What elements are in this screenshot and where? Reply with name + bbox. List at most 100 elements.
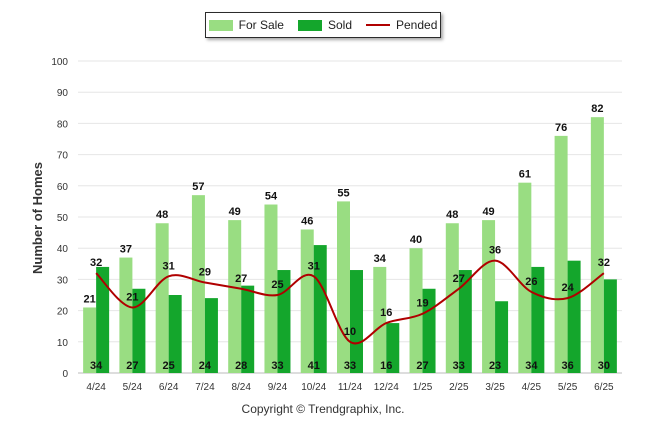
y-tick-label: 40	[57, 244, 69, 255]
x-tick-label: 5/24	[123, 382, 143, 393]
y-tick-label: 90	[57, 88, 69, 99]
data-label-sold: 25	[163, 360, 175, 372]
data-label-for-sale: 21	[84, 293, 96, 305]
bar-for-sale	[83, 307, 97, 373]
bar-for-sale	[119, 257, 133, 373]
data-label-for-sale: 55	[337, 187, 349, 199]
bar-sold	[313, 245, 327, 373]
copyright-text: Copyright © Trendgraphix, Inc.	[241, 402, 405, 416]
x-tick-label: 2/25	[449, 382, 469, 393]
data-label-for-sale: 57	[192, 181, 204, 193]
y-tick-label: 30	[57, 275, 69, 286]
bar-sold	[350, 270, 363, 373]
data-label-pended: 29	[199, 267, 211, 279]
bar-sold	[458, 270, 472, 373]
y-tick-label: 60	[57, 182, 69, 193]
x-tick-label: 1/25	[413, 382, 433, 393]
bar-for-sale	[373, 266, 387, 373]
bar-sold	[495, 301, 509, 373]
bar-sold	[386, 323, 400, 373]
x-axis-ticks: 4/24 5/24 6/24 7/24 8/24 9/24 10/24 11/24 12/24 1…	[86, 382, 614, 393]
pended-series-line	[95, 259, 605, 345]
x-tick-label: 3/25	[485, 382, 505, 393]
y-axis-ticks: 0 10 20 30 40 50 60 70 80 90 100	[51, 57, 68, 380]
bar-for-sale	[155, 223, 169, 373]
data-label-sold: 28	[235, 360, 247, 372]
bar-sold	[241, 285, 255, 373]
y-tick-label: 50	[57, 213, 69, 224]
data-label-sold: 27	[416, 360, 428, 372]
for-sale-swatch-icon	[208, 19, 233, 31]
data-label-sold: 33	[271, 360, 283, 372]
data-label-pended: 10	[344, 326, 356, 338]
data-label-for-sale: 54	[265, 191, 278, 203]
bar-sold	[204, 298, 218, 373]
bar-sold	[96, 266, 110, 373]
x-tick-label: 6/25	[594, 382, 614, 393]
data-label-pended: 31	[163, 260, 175, 272]
y-tick-label: 20	[57, 307, 69, 318]
data-label-pended: 26	[525, 276, 537, 288]
data-label-sold: 41	[308, 360, 320, 372]
x-tick-label: 10/24	[301, 382, 326, 393]
pended-line	[95, 259, 605, 345]
x-tick-label: 8/24	[231, 382, 251, 393]
y-tick-label: 80	[57, 119, 69, 130]
bar-for-sale	[554, 135, 568, 373]
legend: For Sale Sold Pended	[205, 12, 441, 38]
data-label-pended: 27	[235, 273, 247, 285]
x-tick-label: 4/25	[522, 382, 542, 393]
data-label-pended: 36	[489, 245, 501, 257]
bar-for-sale	[590, 117, 604, 373]
bar-sold	[168, 295, 182, 373]
data-label-for-sale: 82	[591, 103, 603, 115]
data-label-pended: 27	[453, 273, 465, 285]
legend-label-sold: Sold	[327, 18, 352, 32]
data-label-pended: 25	[271, 279, 283, 291]
data-label-for-sale: 46	[301, 215, 313, 227]
y-tick-label: 0	[62, 369, 68, 380]
data-label-pended: 32	[90, 257, 102, 269]
pended-line-swatch-icon	[366, 24, 390, 26]
y-tick-label: 70	[57, 151, 69, 162]
bar-for-sale	[337, 201, 350, 373]
legend-label-pended: Pended	[396, 18, 438, 32]
x-tick-label: 5/25	[558, 382, 578, 393]
sold-swatch-icon	[297, 19, 322, 31]
bar-for-sale	[518, 182, 532, 373]
data-label-sold: 24	[199, 360, 212, 372]
data-label-sold: 33	[453, 360, 465, 372]
y-tick-label: 10	[57, 338, 69, 349]
data-label-for-sale: 76	[555, 122, 567, 134]
data-label-for-sale: 40	[410, 234, 422, 246]
data-label-for-sale: 61	[519, 169, 531, 181]
x-tick-label: 9/24	[268, 382, 288, 393]
x-tick-label: 6/24	[159, 382, 179, 393]
data-label-sold: 36	[561, 360, 573, 372]
data-label-pended: 19	[416, 298, 428, 310]
data-label-sold: 30	[598, 360, 610, 372]
bar-sold	[132, 288, 146, 373]
bar-sold	[422, 288, 436, 373]
y-axis-label: Number of Homes	[30, 162, 45, 274]
data-label-sold: 16	[380, 360, 392, 372]
x-tick-label: 7/24	[195, 382, 215, 393]
data-label-pended: 24	[561, 282, 574, 294]
x-tick-label: 12/24	[374, 382, 399, 393]
data-label-for-sale: 34	[374, 253, 387, 265]
data-label-sold: 27	[126, 360, 138, 372]
bar-for-sale	[482, 220, 496, 373]
data-label-sold: 23	[489, 360, 501, 372]
x-tick-label: 4/24	[86, 382, 106, 393]
bar-for-sale	[409, 248, 423, 373]
data-label-sold: 34	[90, 360, 103, 372]
bar-sold	[567, 260, 581, 373]
data-labels: 21 34 37 27 48 25 57 24 49 28 54 33 46 41 55 33 34 16 40 27…	[84, 103, 610, 372]
data-label-for-sale: 49	[229, 206, 241, 218]
legend-item-for-sale: For Sale	[208, 18, 284, 32]
data-label-pended: 16	[380, 307, 392, 319]
bar-for-sale	[264, 204, 278, 373]
data-label-sold: 34	[525, 360, 538, 372]
bar-for-sale	[228, 220, 242, 373]
legend-item-sold: Sold	[297, 18, 352, 32]
